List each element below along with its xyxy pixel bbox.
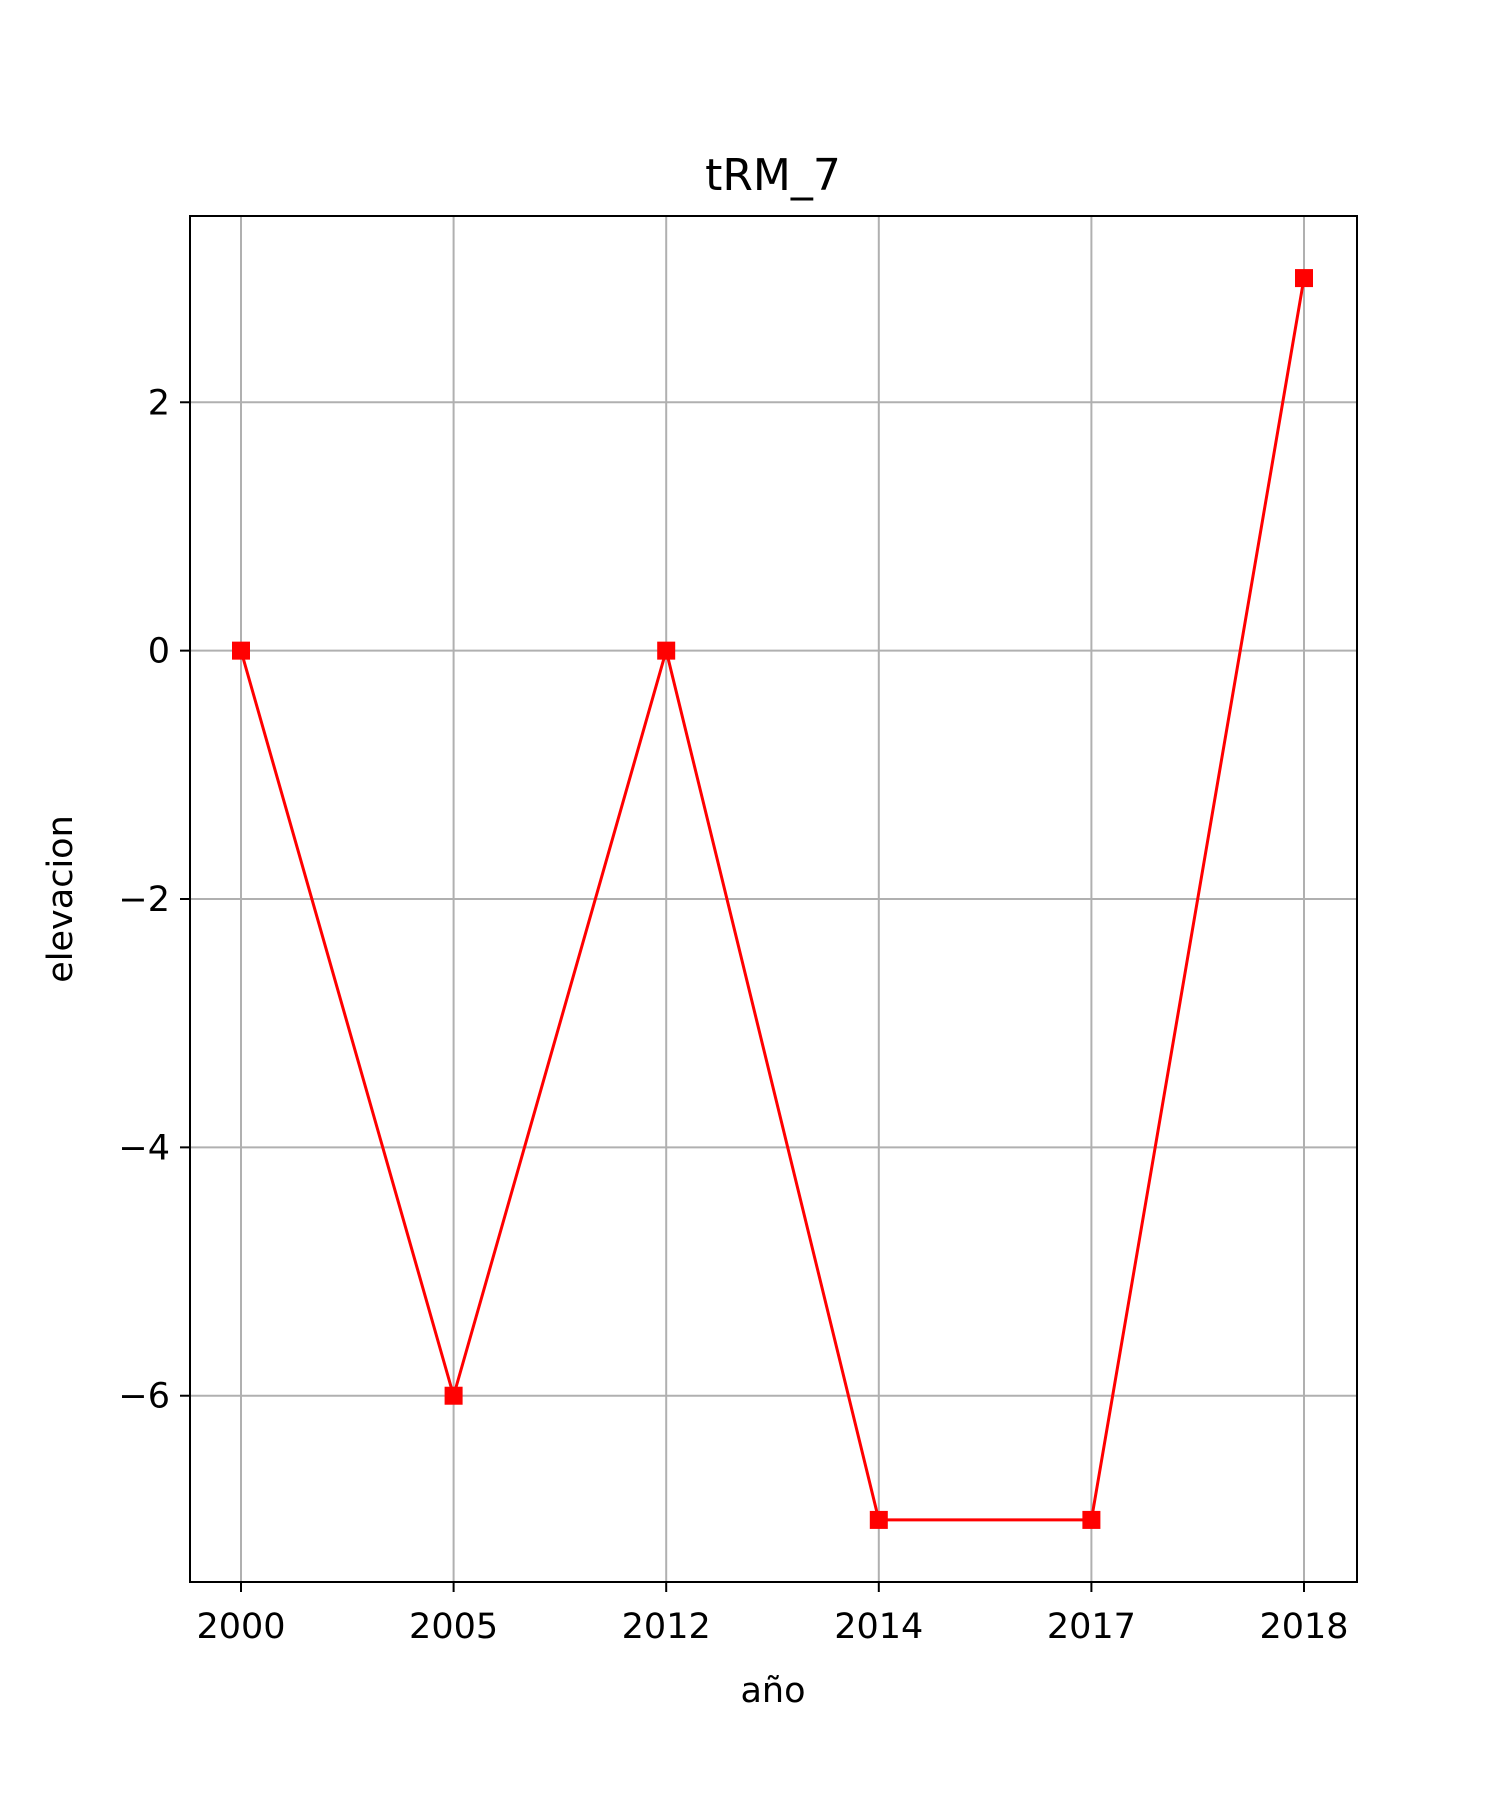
- data-point-marker: [1295, 269, 1313, 288]
- plot-frame: [189, 215, 1358, 1583]
- series-line: [239, 277, 1306, 1522]
- data-point-marker: [444, 1386, 463, 1405]
- data-point-marker: [869, 1510, 888, 1529]
- x-tick-label: 2014: [834, 1607, 923, 1647]
- x-tick-label: 2005: [409, 1607, 498, 1647]
- axes: 2000 2005 2012 2014 2017 2018 −6 −4 −2 0 2: [118, 383, 1348, 1647]
- data-point-marker: [657, 641, 676, 660]
- y-tick-label: −2: [118, 880, 170, 920]
- y-tick-label: −6: [118, 1377, 170, 1417]
- x-tick-label: 2012: [622, 1607, 711, 1647]
- grid: [190, 216, 1357, 1582]
- data-point-marker: [1082, 1510, 1101, 1529]
- x-tick-label: 2018: [1259, 1607, 1348, 1647]
- y-tick-label: 2: [148, 383, 170, 423]
- x-tick-label: 2000: [196, 1607, 285, 1647]
- x-tick-label: 2017: [1047, 1607, 1136, 1647]
- data-point-marker: [232, 641, 250, 660]
- y-axis-label: elevacion: [41, 815, 81, 983]
- series-layer: [232, 269, 1313, 1529]
- chart-title: tRM_7: [705, 150, 841, 201]
- y-tick-label: −4: [118, 1128, 170, 1168]
- x-axis-label: año: [740, 1671, 805, 1711]
- y-tick-label: 0: [148, 632, 170, 672]
